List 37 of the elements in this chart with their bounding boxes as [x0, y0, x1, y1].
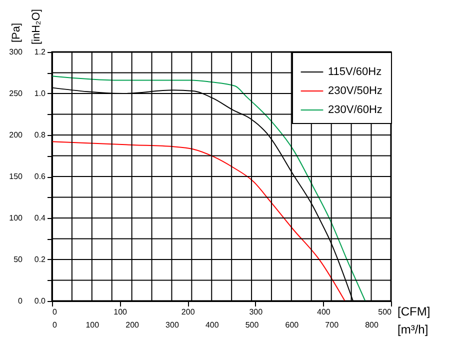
x2-tick-label: 0 — [52, 320, 58, 330]
x-tick-label: 100 — [114, 308, 128, 316]
y2-axis-title: [inH₂O] — [30, 9, 42, 44]
y-tick-label: 300 — [9, 48, 24, 56]
x2-tick-label: 700 — [325, 320, 340, 330]
y2-tick-label: 0.0 — [34, 296, 46, 306]
y-axis-title: [Pa] — [10, 22, 22, 42]
y-tick-label: 200 — [9, 130, 24, 140]
y2-tick-label: 1.0 — [34, 89, 46, 98]
y-tick-label: 50 — [14, 255, 24, 264]
line-series — [52, 141, 346, 302]
y2-tick-label: 0.4 — [34, 214, 46, 222]
y-tick-label: 150 — [9, 172, 24, 181]
x2-tick-label: 800 — [365, 320, 379, 330]
y-tick-label: 100 — [9, 214, 24, 222]
x2-tick-label: 200 — [126, 320, 140, 330]
legend-label: 115V/60Hz — [328, 66, 382, 78]
y2-tick-label: 1.2 — [34, 48, 46, 56]
x-tick-label: 300 — [249, 308, 264, 316]
y-tick-label: 0 — [18, 296, 24, 306]
legend-label: 230V/50Hz — [328, 85, 382, 97]
legend-label: 230V/60Hz — [328, 104, 382, 116]
y2-tick-label: 0.6 — [34, 172, 46, 181]
y-tick-label: 250 — [9, 89, 24, 98]
x-tick-label: 0 — [52, 308, 58, 316]
x-tick-label: 500 — [378, 308, 392, 316]
x2-tick-label: 400 — [205, 320, 220, 330]
x2-tick-label: 600 — [285, 320, 300, 330]
x-axis-title: [CFM] — [398, 304, 430, 318]
y2-tick-label: 0.8 — [34, 130, 46, 140]
x2-tick-label: 500 — [245, 320, 260, 330]
x2-axis-title: [m³/h] — [398, 322, 428, 336]
x-tick-label: 200 — [181, 308, 196, 316]
x-tick-label: 400 — [317, 308, 331, 316]
x2-tick-label: 100 — [86, 320, 100, 330]
y2-tick-label: 0.2 — [34, 255, 46, 264]
x2-tick-label: 300 — [166, 320, 180, 330]
